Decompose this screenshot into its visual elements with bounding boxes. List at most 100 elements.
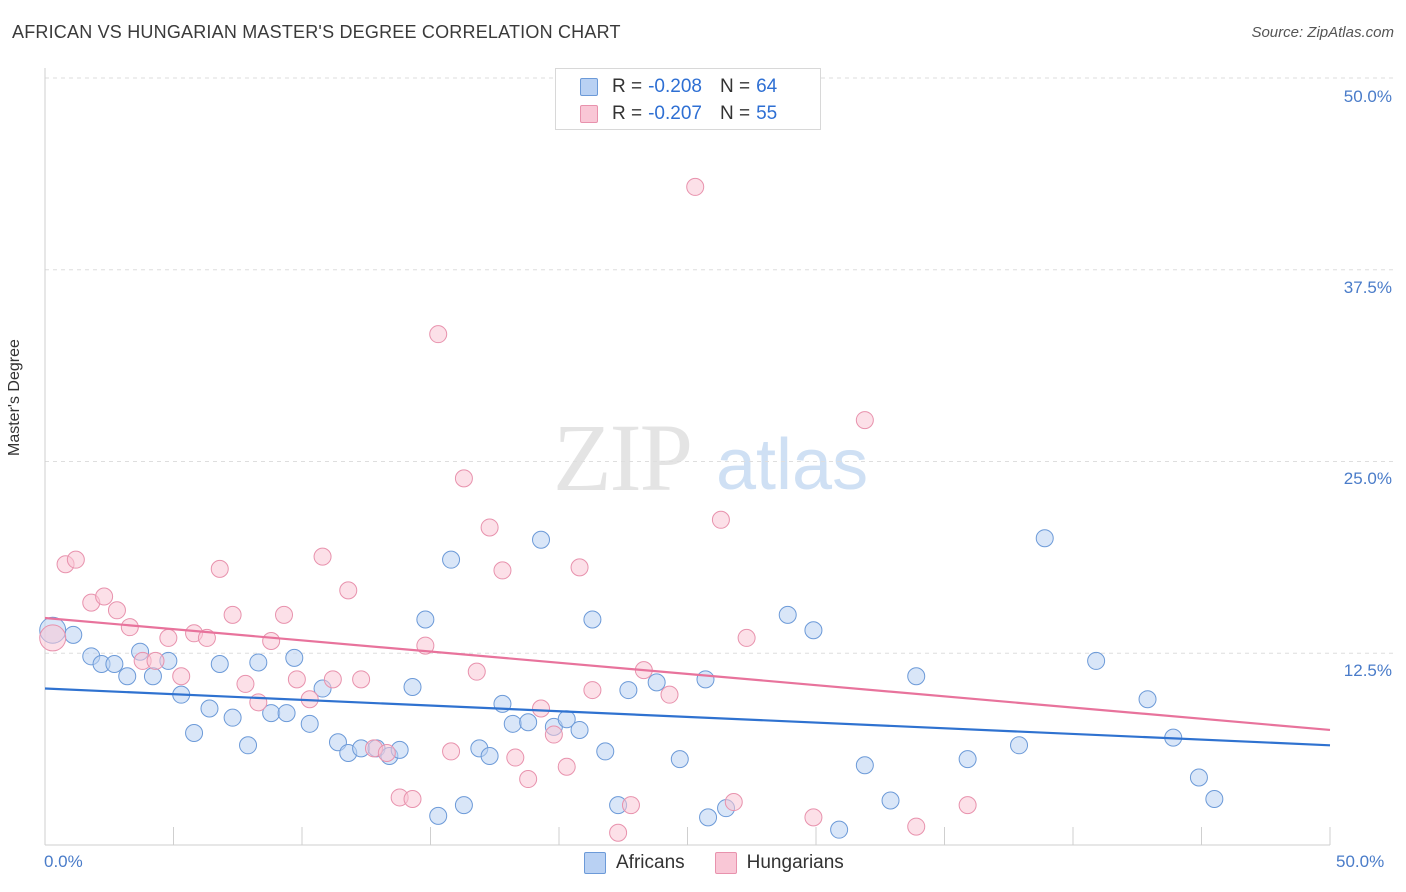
r-label: R = [612,76,643,97]
hungarians-point [737,628,756,647]
hungarians-point [907,817,926,836]
watermark-atlas: atlas [716,425,869,505]
africans-point [804,621,823,640]
hungarians-point [159,628,178,647]
legend-row-hungarians: R = -0.207 N = 55 [580,102,777,126]
hungarians-point [467,662,486,681]
hungarians-swatch [580,105,598,123]
x-tick-label: 50.0% [1336,852,1385,871]
africans-point [696,670,715,689]
africans-point [1205,789,1224,808]
hungarians-point [454,469,473,488]
africans-point [416,610,435,629]
africans-point [503,714,522,733]
africans-point [239,736,258,755]
y-tick-label: 50.0% [1343,87,1392,106]
r-value: -0.207 [648,103,702,124]
africans-point [596,742,615,761]
chart-source: Source: ZipAtlas.com [1251,24,1394,41]
hungarians-point [107,601,126,620]
africans-point [210,654,229,673]
hungarians-point [711,510,730,529]
hungarians-point [493,561,512,580]
hungarians-point [442,742,461,761]
africans-point [285,648,304,667]
legend-item-hungarians[interactable]: Hungarians [714,852,844,874]
africans-point [403,677,422,696]
hungarians-point [532,699,551,718]
trend-lines [44,616,1331,747]
hungarians-point [570,558,589,577]
africans-point [118,667,137,686]
legend-item-africans[interactable]: Africans [584,852,685,874]
correlation-legend: R = -0.208 N = 64 R = -0.207 N = 55 [555,68,821,130]
africans-point [855,756,874,775]
hungarians-point [519,770,538,789]
africans-point [200,699,219,718]
hungarians-point [39,624,67,652]
hungarians-point [506,748,525,767]
hungarians-point [609,823,628,842]
hungarians-point [236,674,255,693]
africans-point [1138,690,1157,709]
hungarians-point [480,518,499,537]
series-legend: Africans Hungarians [584,852,874,874]
hungarians-point [197,628,216,647]
africans-point [619,681,638,700]
hungarians-swatch [714,852,737,874]
hungarians-point [275,605,294,624]
africans-point [277,704,296,723]
watermark-zip: ZIP [553,404,693,511]
hungarians-point [313,547,332,566]
hungarians-point [66,550,85,569]
hungarians-point [724,793,743,812]
r-label: R = [612,103,643,124]
africans-point [105,654,124,673]
africans-point [699,808,718,827]
hungarians-point [377,743,396,762]
africans-point [64,625,83,644]
chart-title: AFRICAN VS HUNGARIAN MASTER'S DEGREE COR… [12,22,621,42]
africans-point [480,747,499,766]
hungarians-point [804,808,823,827]
y-tick-label: 12.5% [1343,661,1392,680]
africans-point [907,667,926,686]
y-tick-label: 37.5% [1343,278,1392,297]
africans-point [958,750,977,769]
r-value: -0.208 [648,76,702,97]
hungarians-point [287,670,306,689]
x-tick-label: 0.0% [44,852,83,871]
hungarians-point [249,693,268,712]
hungarians-point [429,325,448,344]
africans-point [429,806,448,825]
hungarians-point [210,559,229,578]
africans-point [1035,529,1054,548]
hungarians-point [621,796,640,815]
axes [44,68,1331,846]
hungarians-point [403,789,422,808]
africans-point [454,796,473,815]
hungarians-point [95,587,114,606]
hungarians-trend-line [44,616,1331,732]
hungarians-point [323,670,342,689]
africans-trend-line [44,687,1331,747]
n-label: N = [719,76,751,97]
africans-point [670,750,689,769]
legend-label-africans: Africans [616,852,685,873]
africans-point [532,530,551,549]
africans-point [185,724,204,743]
africans-point [830,820,849,839]
hungarians-point [146,651,165,670]
hungarians-point [557,757,576,776]
africans-point [1087,651,1106,670]
hungarians-point [262,631,281,650]
hungarians-point [120,618,139,637]
hungarians-point [352,670,371,689]
africans-point [249,653,268,672]
africans-point [1189,768,1208,787]
hungarians-point [172,667,191,686]
hungarians-point [544,725,563,744]
hungarians-point [958,796,977,815]
africans-point [583,610,602,629]
africans-point [442,550,461,569]
